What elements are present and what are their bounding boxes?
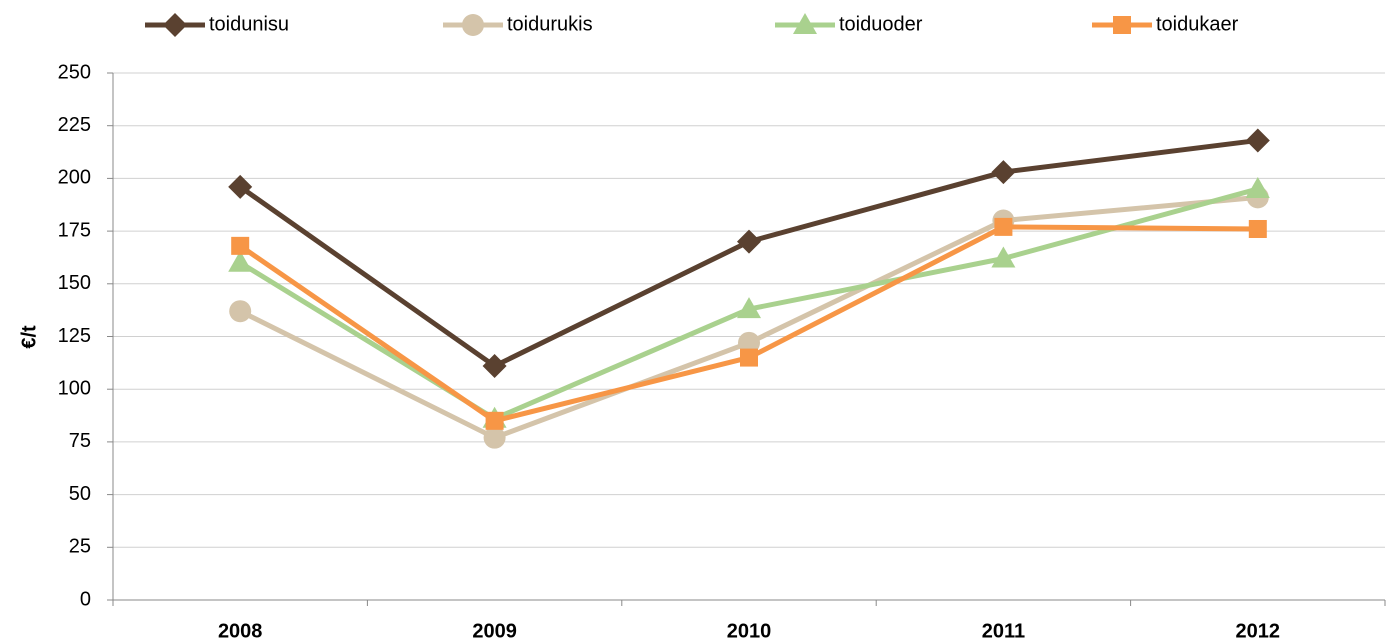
marker (737, 297, 761, 319)
y-axis-label: €/t (18, 325, 40, 349)
marker (991, 246, 1016, 268)
marker (482, 354, 507, 379)
legend-label: toidurukis (507, 13, 593, 35)
x-tick-label: 2008 (218, 620, 263, 642)
y-tick-label: 175 (58, 219, 91, 241)
marker (740, 348, 758, 367)
y-tick-label: 50 (69, 483, 91, 505)
y-tick-label: 250 (58, 61, 91, 83)
marker (1248, 219, 1267, 238)
legend-label: toidukaer (1156, 13, 1239, 35)
y-tick-label: 200 (58, 167, 91, 189)
marker (737, 229, 761, 254)
legend-label: toiduoder (839, 13, 923, 35)
marker (462, 14, 484, 36)
marker (1113, 16, 1131, 34)
marker (991, 160, 1016, 185)
marker (231, 236, 250, 255)
y-tick-label: 25 (69, 536, 91, 558)
y-tick-label: 0 (80, 588, 91, 610)
marker (228, 250, 253, 272)
x-tick-label: 2011 (982, 620, 1025, 642)
y-tick-label: 125 (58, 325, 91, 347)
marker (1245, 176, 1270, 198)
marker (228, 174, 253, 199)
marker (793, 13, 817, 34)
y-tick-label: 225 (58, 114, 91, 136)
x-tick-label: 2009 (472, 620, 517, 642)
series-line (238, 224, 1258, 424)
y-tick-label: 150 (58, 272, 91, 294)
y-tick-label: 75 (69, 430, 91, 452)
y-tick-label: 100 (58, 377, 91, 399)
marker (229, 300, 252, 323)
legend-label: toidunisu (209, 13, 289, 35)
marker (483, 426, 506, 449)
marker (738, 331, 760, 354)
x-tick-label: 2012 (1236, 620, 1281, 642)
marker (163, 13, 187, 37)
x-tick-label: 2010 (727, 620, 772, 642)
marker (485, 411, 504, 430)
marker (994, 217, 1013, 236)
marker (1245, 128, 1270, 153)
